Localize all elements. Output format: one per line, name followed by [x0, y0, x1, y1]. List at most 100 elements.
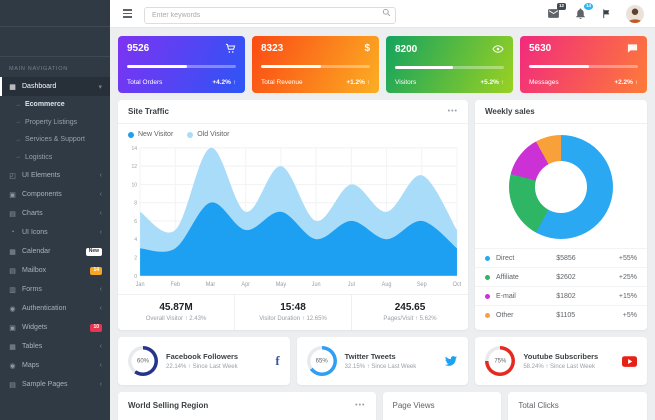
nav-section-label: MAIN NAVIGATION — [9, 66, 68, 72]
menu-toggle-icon[interactable] — [121, 7, 134, 20]
sidebar-item-calendar[interactable]: ▦ Calendar New — [0, 242, 110, 261]
weekly-sales-card: Weekly sales Direct $5856 +55% Affiliate… — [475, 100, 647, 330]
sidebar-item-property-listings[interactable]: → Property Listings — [0, 114, 110, 132]
sidebar-item-mailbox[interactable]: ▤ Mailbox 14 — [0, 261, 110, 280]
legend-dot-icon — [187, 131, 194, 138]
weekly-sales-donut-chart — [509, 135, 613, 239]
bottom-card-total-clicks: Total Clicks — [508, 392, 647, 420]
stat-card-messages[interactable]: 5630 Messages +2.2% ↑ — [520, 36, 647, 93]
donut-hole — [535, 161, 587, 213]
svg-text:Jul: Jul — [348, 282, 355, 288]
sub-item-arrow-icon: → — [15, 136, 21, 143]
card-menu-icon[interactable]: ••• — [355, 402, 366, 409]
youtube-icon — [622, 355, 638, 367]
progress-ring-value: 60% — [131, 349, 155, 373]
chevron-left-icon: ‹ — [99, 381, 102, 388]
legend-dot-icon — [128, 131, 134, 138]
weekly-sales-row-direct[interactable]: Direct $5856 +55% — [475, 248, 647, 267]
profile-area[interactable] — [0, 27, 110, 57]
sidebar-item-label: Tables — [22, 343, 43, 350]
legend-item-new-visitor[interactable]: New Visitor — [128, 131, 173, 138]
sidebar-item-services-support[interactable]: → Services & Support — [0, 131, 110, 149]
series-label: E-mail — [496, 292, 516, 300]
facebook-icon: f — [275, 353, 280, 368]
logo-area[interactable] — [0, 0, 110, 27]
social-card-facebook-followers[interactable]: 60% Facebook Followers 22.14% ↑ Since La… — [118, 337, 290, 385]
card-menu-icon[interactable]: ••• — [447, 108, 458, 115]
weekly-sales-row-affiliate[interactable]: Affiliate $2602 +25% — [475, 267, 647, 286]
sub-item-arrow-icon: → — [15, 101, 21, 108]
social-cards-row: 60% Facebook Followers 22.14% ↑ Since La… — [118, 337, 648, 385]
sidebar-item-tables[interactable]: ▦ Tables ‹ — [0, 337, 110, 356]
twitter-icon — [444, 355, 458, 367]
svg-text:Aug: Aug — [382, 282, 392, 288]
user-avatar[interactable] — [626, 4, 644, 23]
sidebar-item-label: Components — [22, 191, 62, 198]
weekly-sales-row-e-mail[interactable]: E-mail $1802 +15% — [475, 286, 647, 305]
legend-item-old-visitor[interactable]: Old Visitor — [187, 131, 229, 138]
tables-icon: ▦ — [9, 343, 16, 351]
notifications-bell-icon[interactable]: 14 — [574, 3, 593, 20]
stat-delta: +4.2% ↑ — [212, 79, 236, 86]
card-header: Site Traffic ••• — [118, 100, 468, 124]
sidebar-item-maps[interactable]: ◉ Maps ‹ — [0, 356, 110, 375]
sidebar-badge: 10 — [90, 323, 102, 332]
sidebar-item-label: Authentication — [22, 305, 67, 312]
stat-value: 9526 — [127, 43, 150, 54]
sidebar-item-charts[interactable]: ▤ Charts ‹ — [0, 204, 110, 223]
stat-progress-bar — [261, 65, 370, 68]
sidebar-item-authentication[interactable]: ◉ Authentication ‹ — [0, 299, 110, 318]
chevron-left-icon: ‹ — [99, 305, 102, 312]
sidebar-item-logistics[interactable]: → Logistics — [0, 149, 110, 167]
sidebar-item-label: Logistics — [25, 153, 53, 161]
series-label: Direct — [496, 254, 515, 262]
svg-text:14: 14 — [131, 146, 137, 152]
sidebar-item-widgets[interactable]: ▣ Widgets 10 — [0, 318, 110, 337]
sidebar-item-ui-icons[interactable]: ◔ UI Icons ‹ — [0, 223, 110, 242]
search-input[interactable] — [144, 6, 396, 24]
series-dot-icon — [485, 312, 490, 318]
sidebar-badge: New — [85, 247, 102, 256]
traffic-stat-pages-visit: 245.65 Pages/Visit ↑ 5.62% — [351, 295, 468, 330]
card-title: Site Traffic — [128, 107, 169, 116]
chevron-left-icon: ‹ — [99, 343, 102, 350]
flag-language-icon[interactable] — [601, 8, 612, 19]
social-card-twitter-tweets[interactable]: 65% Twitter Tweets 32.15% ↑ Since Last W… — [296, 337, 469, 385]
svg-text:12: 12 — [131, 164, 137, 170]
sidebar-item-ui-elements[interactable]: ◰ UI Elements ‹ — [0, 166, 110, 185]
stat-card-visitors[interactable]: 8200 Visitors +5.2% ↑ — [386, 36, 513, 93]
stat-label: Total Revenue — [261, 79, 303, 86]
traffic-stat-value: 15:48 — [280, 302, 306, 313]
eye-icon — [492, 43, 504, 55]
sidebar-item-dashboard[interactable]: ▦ Dashboard ▾ — [0, 77, 110, 96]
cart-icon — [225, 43, 236, 54]
charts-row: Site Traffic ••• New Visitor Old Visitor… — [118, 100, 647, 330]
sidebar-item-forms[interactable]: ▥ Forms ‹ — [0, 280, 110, 299]
messages-icon[interactable]: 12 — [547, 3, 566, 20]
sidebar-item-sample-pages[interactable]: ▤ Sample Pages ‹ — [0, 375, 110, 394]
social-card-youtube-subscribers[interactable]: 75% Youtube Subscribers 58.24% ↑ Since L… — [475, 337, 648, 385]
legend-label: New Visitor — [138, 131, 174, 138]
stat-delta: +1.2% ↑ — [346, 79, 370, 86]
series-change: +25% — [618, 273, 637, 281]
series-change: +15% — [618, 292, 637, 300]
social-card-subtitle: 58.24% ↑ Since Last Week — [523, 363, 595, 370]
card-header: Weekly sales — [475, 100, 647, 124]
stat-progress-bar — [395, 65, 504, 69]
svg-text:Feb: Feb — [171, 282, 181, 288]
search-icon[interactable] — [382, 8, 391, 17]
site-traffic-area-chart: 0 2 4 6 8 10 12 14 Jan Feb Mar Apr May Jun Jul Aug Sep Oc… — [131, 146, 461, 288]
weekly-sales-row-other[interactable]: Other $1105 +5% — [475, 305, 647, 324]
stat-card-total-revenue[interactable]: 8323 $ Total Revenue +1.2% ↑ — [252, 36, 379, 93]
traffic-stat-label: Overall Visitor ↑ 2.43% — [145, 316, 207, 322]
sidebar-item-ecommerce[interactable]: → Ecommerce — [0, 96, 110, 114]
notifications-badge: 14 — [583, 3, 593, 10]
stat-card-total-orders[interactable]: 9526 Total Orders +4.2% ↑ — [118, 36, 245, 93]
chevron-left-icon: ‹ — [99, 191, 102, 198]
sidebar-item-label: UI Elements — [22, 172, 61, 179]
sidebar-item-components[interactable]: ▣ Components ‹ — [0, 185, 110, 204]
series-dot-icon — [485, 274, 490, 280]
card-title: World Selling Region — [128, 401, 209, 410]
mailbox-icon: ▤ — [9, 267, 16, 275]
message-icon — [627, 43, 638, 54]
